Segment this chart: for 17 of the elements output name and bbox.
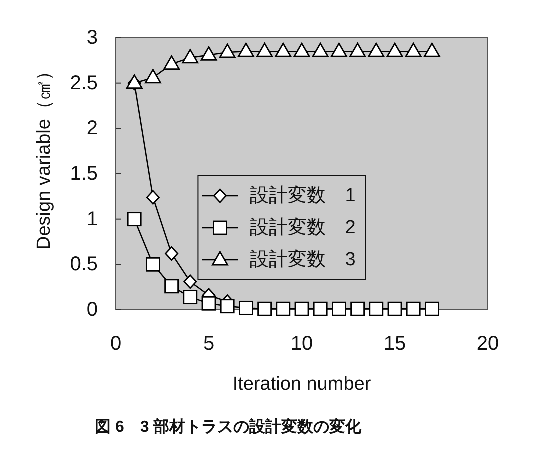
x-tick-label: 15: [384, 333, 406, 355]
y-tick-label: 1: [86, 208, 98, 230]
y-tick-label: 0: [86, 299, 98, 321]
legend-label: 設計変数 2: [250, 216, 356, 238]
y-tick-label: 3: [86, 27, 98, 49]
y-tick-label: 2.5: [70, 72, 98, 94]
x-tick-label: 10: [290, 333, 314, 355]
x-tick-label: 20: [476, 333, 500, 355]
y-tick-label: 2: [86, 118, 98, 140]
legend-label: 設計変数 1: [250, 184, 356, 206]
legend-label: 設計変数 3: [250, 248, 356, 270]
y-tick-label: 1.5: [70, 163, 98, 185]
x-tick-label: 5: [203, 333, 215, 355]
x-tick-label: 0: [110, 333, 122, 355]
y-tick-label: 0.5: [70, 254, 98, 276]
x-axis-title: Iteration number: [232, 374, 372, 395]
y-axis-title: Design variable（㎠）: [34, 62, 55, 250]
